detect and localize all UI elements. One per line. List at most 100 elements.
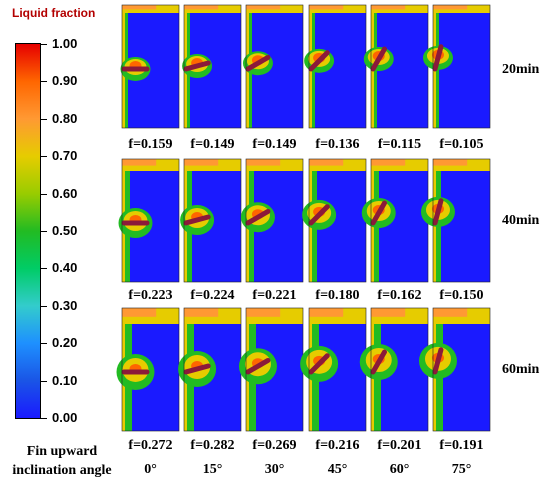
panel-border: [432, 4, 491, 129]
contour-panel: [361, 158, 429, 283]
liquid-fraction-value: f=0.216: [315, 438, 360, 453]
top-melt-core: [309, 5, 344, 10]
contour-panel: [302, 158, 367, 283]
contour-panel: [118, 158, 180, 283]
colorbar-tick-label: 0.50: [52, 223, 78, 238]
colorbar-tick-label: 0.80: [52, 110, 78, 126]
colorbar-tick: [41, 380, 47, 382]
top-melt-core: [184, 159, 219, 166]
fin: [432, 198, 444, 226]
colorbar-tick-label: 0.00: [52, 410, 78, 425]
liquid-fraction-value: f=0.149: [252, 137, 297, 152]
liquid-fraction-value: f=0.159: [128, 137, 173, 152]
top-melt-core: [122, 308, 157, 317]
liquid-fraction-value: f=0.136: [315, 137, 360, 152]
liquid-fraction-value: f=0.224: [190, 288, 235, 303]
panel-border: [432, 307, 491, 432]
angle-label: 75°: [451, 462, 472, 477]
contour-panel: [182, 4, 242, 129]
top-melt-core: [184, 308, 219, 317]
colorbar-title: Liquid fraction: [12, 6, 96, 20]
x-axis-label-line-2: inclination angle: [12, 463, 112, 478]
top-melt-core: [433, 308, 468, 317]
panel-border: [308, 4, 367, 129]
colorbar: [15, 43, 41, 419]
contour-panel: [422, 4, 491, 129]
colorbar-tick-label: 0.30: [52, 297, 78, 313]
colorbar-tick: [41, 193, 47, 195]
colorbar-tick: [41, 156, 47, 158]
contour-panel: [180, 158, 242, 283]
colorbar-tick: [41, 81, 47, 83]
contour-panel: [238, 307, 304, 432]
colorbar-tick-label: 0.10: [52, 372, 78, 388]
angle-label: 45°: [327, 462, 348, 477]
top-melt-core: [246, 308, 281, 317]
time-label: 60min: [502, 362, 540, 377]
top-melt-core: [246, 159, 281, 166]
top-melt-core: [371, 159, 406, 166]
top-melt-core: [433, 5, 468, 10]
panel-border: [432, 158, 491, 283]
liquid-fraction-value: f=0.115: [377, 137, 422, 152]
top-melt-core: [433, 159, 468, 166]
colorbar-tick: [41, 231, 47, 232]
panel-border: [183, 158, 242, 283]
panel-border: [121, 158, 180, 283]
fin: [183, 60, 211, 72]
time-label: 40min: [502, 213, 540, 228]
liquid-fraction-value: f=0.150: [439, 288, 484, 303]
top-melt-core: [122, 5, 157, 10]
liquid-fraction-value: f=0.282: [190, 438, 235, 453]
colorbar-tick: [41, 418, 47, 419]
fin: [183, 363, 211, 375]
panel-border: [183, 4, 242, 129]
colorbar-tick-label: 1.00: [52, 36, 78, 51]
contour-panel: [242, 4, 304, 129]
top-melt-core: [184, 5, 219, 10]
top-melt-core: [309, 159, 344, 166]
colorbar-tick-label: 0.60: [52, 185, 78, 201]
contour-panel: [418, 307, 491, 432]
colorbar-tick: [41, 305, 47, 307]
top-melt-core: [309, 308, 344, 317]
angle-label: 30°: [264, 462, 285, 477]
liquid-fraction-value: f=0.272: [128, 438, 173, 453]
colorbar-tick: [41, 268, 47, 270]
contour-panel: [120, 4, 180, 129]
colorbar-tick: [41, 44, 47, 45]
x-axis-label-line-1: Fin upward: [26, 444, 98, 459]
contour-panel: [304, 4, 367, 129]
top-melt-core: [371, 308, 406, 317]
fin: [432, 347, 444, 375]
fin: [245, 54, 271, 72]
colorbar-tick-label: 0.40: [52, 260, 78, 276]
panel-border: [121, 4, 180, 129]
fin: [183, 214, 211, 226]
liquid-fraction-value: f=0.223: [128, 288, 173, 303]
contour-panel: [420, 158, 491, 283]
fin: [432, 44, 444, 72]
fin: [245, 208, 271, 226]
angle-label: 0°: [144, 462, 157, 477]
fin: [245, 357, 271, 375]
liquid-fraction-value: f=0.269: [252, 438, 297, 453]
colorbar-tick: [41, 343, 47, 345]
colorbar-tick-label: 0.20: [52, 335, 78, 351]
angle-label: 15°: [202, 462, 223, 477]
fin: [308, 353, 330, 375]
top-melt-core: [371, 5, 406, 10]
liquid-fraction-value: f=0.149: [190, 137, 235, 152]
liquid-fraction-value: f=0.201: [377, 438, 422, 453]
panel-border: [245, 4, 304, 129]
liquid-fraction-value: f=0.180: [315, 288, 360, 303]
liquid-fraction-value: f=0.105: [439, 137, 484, 152]
colorbar-tick-label: 0.70: [52, 148, 78, 164]
fin: [308, 50, 330, 72]
fin: [370, 46, 387, 72]
fin: [370, 349, 387, 375]
colorbar-tick-label: 0.90: [52, 73, 78, 89]
top-melt-core: [122, 159, 157, 166]
panel-border: [245, 158, 304, 283]
